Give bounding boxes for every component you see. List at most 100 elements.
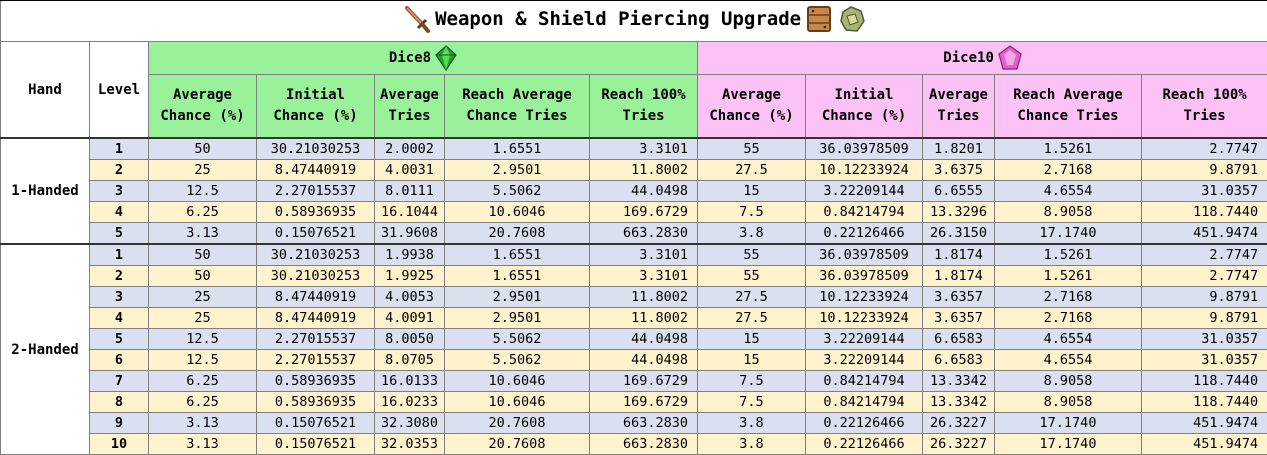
level-cell: 2: [90, 266, 149, 287]
d10-init-chance-cell: 0.84214794: [806, 371, 923, 392]
d10-col-avg-tries: Average Tries: [923, 75, 995, 139]
d8-init-chance-cell: 0.15076521: [257, 434, 375, 455]
d10-init-chance-cell: 36.03978509: [806, 138, 923, 160]
d8-init-chance-cell: 30.21030253: [257, 244, 375, 266]
d10-reach-avg-cell: 4.6554: [995, 181, 1142, 202]
d10-reach-100-cell: 118.7440: [1142, 371, 1267, 392]
level-cell: 10: [90, 434, 149, 455]
d10-avg-chance-cell: 3.8: [698, 223, 806, 245]
d8-reach-100-cell: 3.3101: [590, 138, 698, 160]
d8-avg-chance-cell: 3.13: [149, 413, 257, 434]
level-header: Level: [90, 42, 149, 139]
gem-icon: [837, 4, 867, 34]
dice10-label: Dice10: [943, 50, 994, 66]
d10-col-avg-chance: Average Chance (%): [698, 75, 806, 139]
d10-reach-avg-cell: 4.6554: [995, 329, 1142, 350]
d10-avg-tries-cell: 1.8201: [923, 138, 995, 160]
d10-reach-avg-cell: 1.5261: [995, 266, 1142, 287]
d10-init-chance-cell: 0.22126466: [806, 434, 923, 455]
d8-avg-chance-cell: 12.5: [149, 350, 257, 371]
level-cell: 5: [90, 329, 149, 350]
d8-col-reach-100: Reach 100% Tries: [590, 75, 698, 139]
d8-avg-tries-cell: 1.9925: [375, 266, 445, 287]
d10-reach-100-cell: 118.7440: [1142, 202, 1267, 223]
d10-avg-tries-cell: 13.3296: [923, 202, 995, 223]
page-title: Weapon & Shield Piercing Upgrade: [435, 8, 801, 30]
d10-avg-tries-cell: 6.6583: [923, 350, 995, 371]
d10-reach-avg-cell: 8.9058: [995, 392, 1142, 413]
d8-avg-chance-cell: 50: [149, 266, 257, 287]
d8-init-chance-cell: 2.27015537: [257, 350, 375, 371]
level-cell: 7: [90, 371, 149, 392]
d8-reach-100-cell: 3.3101: [590, 244, 698, 266]
d8-avg-tries-cell: 16.1044: [375, 202, 445, 223]
d10-avg-tries-cell: 3.6357: [923, 287, 995, 308]
d8-reach-100-cell: 44.0498: [590, 350, 698, 371]
d8-init-chance-cell: 2.27015537: [257, 181, 375, 202]
d8-avg-tries-cell: 2.0002: [375, 138, 445, 160]
d8-reach-100-cell: 169.6729: [590, 392, 698, 413]
dice8-header: Dice8: [149, 42, 698, 75]
d8-avg-tries-cell: 8.0111: [375, 181, 445, 202]
dice10-header: Dice10: [698, 42, 1267, 75]
d8-init-chance-cell: 2.27015537: [257, 329, 375, 350]
d10-avg-tries-cell: 3.6375: [923, 160, 995, 181]
d8-reach-avg-cell: 1.6551: [445, 244, 590, 266]
d10-reach-avg-cell: 8.9058: [995, 202, 1142, 223]
d8-avg-chance-cell: 6.25: [149, 392, 257, 413]
d8-reach-avg-cell: 5.5062: [445, 329, 590, 350]
d8-col-reach-avg: Reach Average Chance Tries: [445, 75, 590, 139]
level-cell: 4: [90, 308, 149, 329]
level-cell: 3: [90, 287, 149, 308]
green-gem-icon: [435, 45, 457, 71]
d8-avg-chance-cell: 6.25: [149, 371, 257, 392]
d10-reach-100-cell: 451.9474: [1142, 413, 1267, 434]
d8-reach-100-cell: 663.2830: [590, 223, 698, 245]
sword-icon: [401, 4, 431, 34]
level-cell: 8: [90, 392, 149, 413]
d8-col-init-chance: Initial Chance (%): [257, 75, 375, 139]
d10-init-chance-cell: 0.84214794: [806, 392, 923, 413]
d10-avg-chance-cell: 7.5: [698, 202, 806, 223]
d8-reach-100-cell: 169.6729: [590, 202, 698, 223]
d10-reach-100-cell: 9.8791: [1142, 308, 1267, 329]
level-cell: 5: [90, 223, 149, 245]
d8-reach-avg-cell: 1.6551: [445, 266, 590, 287]
d8-avg-tries-cell: 8.0705: [375, 350, 445, 371]
d10-avg-tries-cell: 3.6357: [923, 308, 995, 329]
d8-reach-avg-cell: 20.7608: [445, 413, 590, 434]
d10-reach-avg-cell: 4.6554: [995, 350, 1142, 371]
level-cell: 4: [90, 202, 149, 223]
d8-avg-chance-cell: 6.25: [149, 202, 257, 223]
d10-avg-chance-cell: 7.5: [698, 392, 806, 413]
d8-reach-100-cell: 3.3101: [590, 266, 698, 287]
d8-reach-avg-cell: 10.6046: [445, 392, 590, 413]
d10-reach-100-cell: 2.7747: [1142, 266, 1267, 287]
level-cell: 6: [90, 350, 149, 371]
d8-avg-tries-cell: 1.9938: [375, 244, 445, 266]
d8-reach-100-cell: 663.2830: [590, 413, 698, 434]
d10-reach-avg-cell: 17.1740: [995, 434, 1142, 455]
d8-avg-tries-cell: 16.0133: [375, 371, 445, 392]
d10-avg-tries-cell: 1.8174: [923, 244, 995, 266]
d10-avg-chance-cell: 15: [698, 329, 806, 350]
d8-reach-100-cell: 11.8002: [590, 160, 698, 181]
d8-avg-chance-cell: 12.5: [149, 329, 257, 350]
d8-avg-tries-cell: 32.3080: [375, 413, 445, 434]
d8-reach-100-cell: 11.8002: [590, 308, 698, 329]
d8-reach-100-cell: 663.2830: [590, 434, 698, 455]
d10-avg-chance-cell: 27.5: [698, 287, 806, 308]
d10-avg-chance-cell: 55: [698, 138, 806, 160]
d10-reach-avg-cell: 17.1740: [995, 413, 1142, 434]
d10-init-chance-cell: 36.03978509: [806, 266, 923, 287]
d10-avg-tries-cell: 13.3342: [923, 371, 995, 392]
d8-init-chance-cell: 0.58936935: [257, 371, 375, 392]
d10-col-init-chance: Initial Chance (%): [806, 75, 923, 139]
d8-reach-100-cell: 11.8002: [590, 287, 698, 308]
